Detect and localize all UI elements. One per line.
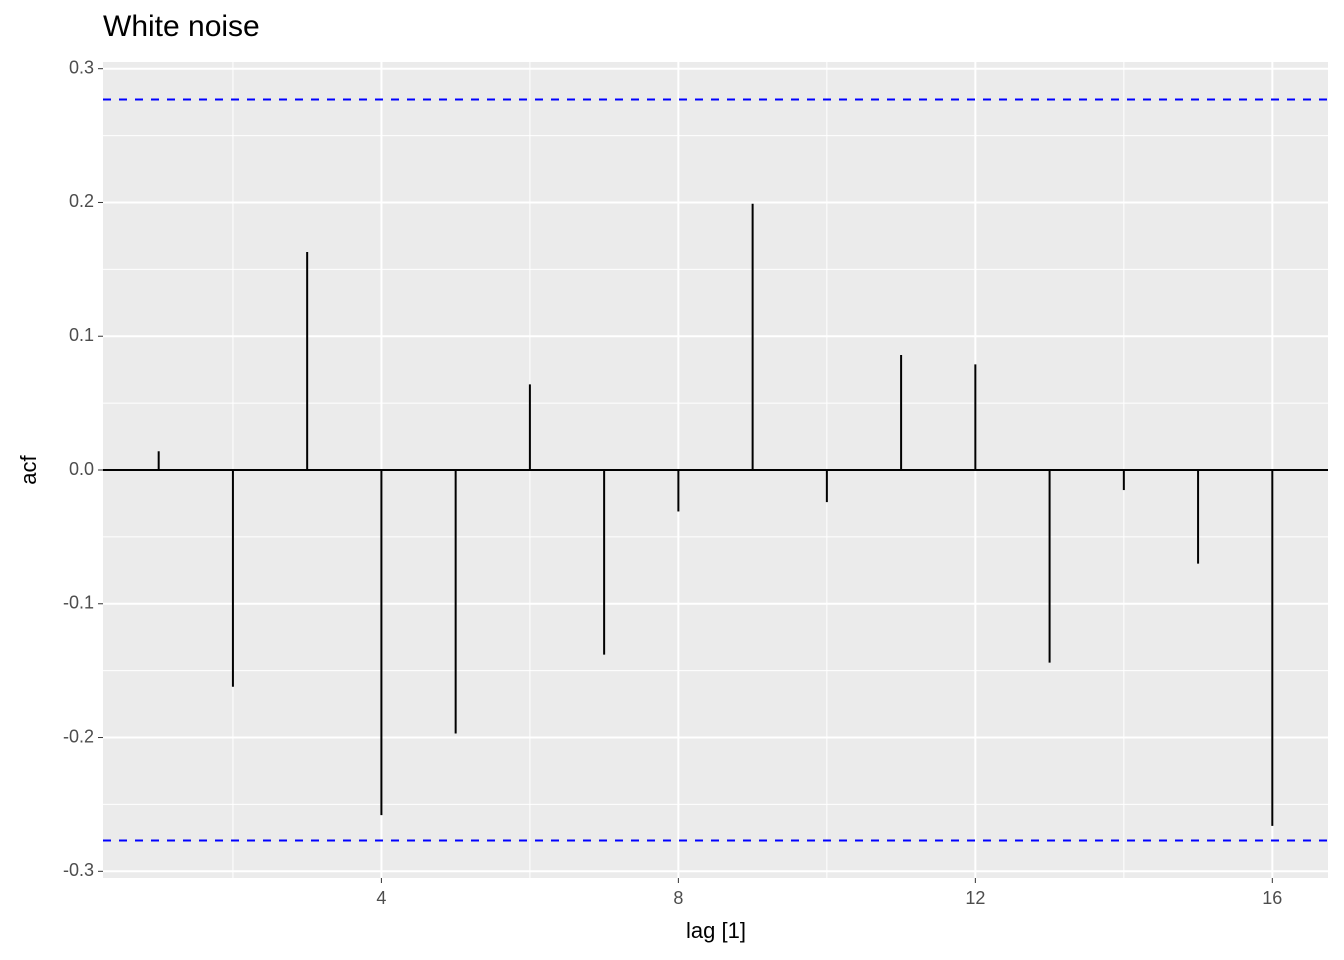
y-tick-label: -0.3 (63, 860, 94, 880)
y-tick-label: -0.1 (63, 593, 94, 613)
x-tick-label: 12 (965, 888, 985, 908)
x-axis-label: lag [1] (686, 918, 746, 943)
y-axis-label: acf (16, 454, 41, 484)
y-tick-label: -0.2 (63, 726, 94, 746)
chart-title: White noise (103, 10, 260, 43)
y-tick-label: 0.0 (69, 459, 94, 479)
y-tick-label: 0.3 (69, 57, 94, 77)
x-tick-label: 4 (376, 888, 386, 908)
x-tick-label: 16 (1262, 888, 1282, 908)
y-tick-label: 0.2 (69, 191, 94, 211)
x-tick-label: 8 (673, 888, 683, 908)
y-tick-label: 0.1 (69, 325, 94, 345)
